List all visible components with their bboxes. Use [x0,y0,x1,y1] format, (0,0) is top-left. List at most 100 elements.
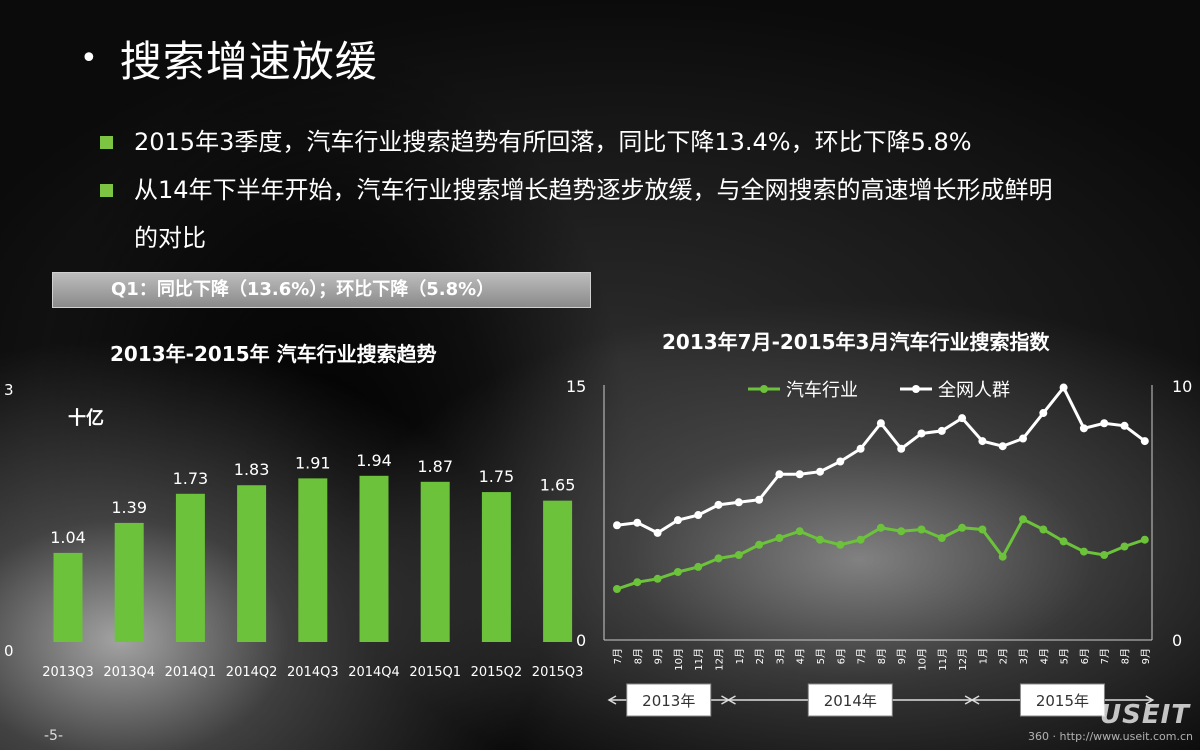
bullet-text: 的对比 [134,224,206,252]
series-point [633,518,642,527]
series-point [1079,547,1088,556]
year-box [1019,683,1105,717]
left-axis-tick-label: 15 [566,377,586,396]
series-point [937,426,946,435]
series-point [1019,434,1027,443]
bar [298,478,328,642]
bar-chart: 3 0 十亿 1.04 2013Q3 1.39 2013Q4 1.73 2014Q1 1.83 20… [4,381,584,680]
series-point [856,535,865,544]
title-row: • 搜索增速放缓 [80,28,378,89]
bar-value-label: 1.04 [50,528,86,547]
series-point [734,498,743,507]
x-tick-label: 3月 [1018,648,1030,664]
y-tick-label: 0 [4,642,14,660]
series-point [998,552,1007,561]
bar-value-label: 1.87 [417,457,453,476]
year-box [626,683,712,717]
bar-value-label: 1.65 [540,476,576,495]
series-point [633,578,642,587]
bar-value-label: 1.91 [295,453,331,472]
series-point [613,585,621,593]
x-tick-label: 2014Q1 [165,665,217,680]
left-axis-tick-label: 0 [576,631,586,650]
series-point [876,419,885,428]
series-point [958,523,967,532]
x-tick-label: 1月 [977,648,989,664]
right-axis-tick-label: 10 [1172,377,1192,396]
series-point [978,437,987,446]
q1-summary-box: Q1：同比下降（13.6%）；环比下降（5.8%） [52,272,591,308]
arrow-right-icon [1145,695,1155,705]
series-point [694,562,703,571]
bar [53,552,83,642]
series-point [1039,409,1048,418]
x-tick-label: 2014Q3 [287,665,339,680]
right-axis-tick-label: 0 [1172,631,1182,650]
series-point [1059,537,1068,546]
bar-value-label: 1.39 [111,498,147,517]
series-point [755,540,764,549]
series-point [1140,437,1149,446]
legend-marker [912,385,920,393]
x-tick-label: 9月 [653,648,665,664]
year-label: 2014年 [824,692,877,710]
bar-value-label: 1.94 [356,451,392,470]
bullet-list: 2015年3季度，汽车行业搜索趋势有所回落，同比下降13.4%，环比下降5.8%… [100,118,1170,262]
x-tick-label: 3月 [774,648,786,664]
square-bullet-icon [100,184,113,197]
series-point [998,442,1007,451]
x-tick-label: 6月 [1079,648,1091,664]
year-box [807,683,893,717]
series-point [673,568,682,576]
x-tick-label: 2014Q4 [348,665,400,680]
x-tick-label: 2015Q3 [532,665,584,680]
x-tick-label: 5月 [1059,648,1071,664]
series-point [775,534,784,542]
series-point [694,511,703,520]
series-point [1140,535,1149,544]
y-tick-label: 3 [4,381,14,399]
year-label: 2013年 [642,692,695,710]
bar [420,481,450,642]
x-tick-label: 11月 [937,648,949,671]
series-point [816,535,824,544]
x-tick-label: 2015Q1 [409,665,461,680]
series-point [653,574,662,583]
x-tick-label: 2月 [998,648,1010,664]
x-tick-label: 1月 [734,648,746,664]
series-point [958,414,967,423]
x-tick-label: 9月 [896,648,908,664]
x-tick-label: 12月 [957,648,969,671]
series-point [856,444,865,453]
series-point [876,523,885,532]
bullet-item: 从14年下半年开始，汽车行业搜索增长趋势逐步放缓，与全网搜索的高速增长形成鲜明 [100,166,1170,214]
unit-label: 十亿 [68,407,104,429]
x-tick-label: 12月 [714,648,726,671]
series-point [653,528,662,537]
bar [237,485,267,642]
bullet-text: 2015年3季度，汽车行业搜索趋势有所回落，同比下降13.4%，环比下降5.8% [134,128,972,156]
brand-logo: USEIT [1100,700,1191,730]
series-point [734,551,743,559]
x-tick-label: 9月 [1140,648,1152,664]
series-point [1019,515,1027,524]
bullet-text: 从14年下半年开始，汽车行业搜索增长趋势逐步放缓，与全网搜索的高速增长形成鲜明 [134,176,1053,204]
series-point [1100,551,1109,559]
bar-value-label: 1.73 [173,469,209,488]
title-bullet-icon: • [80,41,98,76]
x-tick-label: 4月 [1038,648,1050,664]
page-title: 搜索增速放缓 [119,37,378,86]
series-point [917,525,926,534]
bar-chart-title: 2013年-2015年 汽车行业搜索趋势 [110,342,437,366]
series-line [616,384,1146,535]
page-number: -5- [44,728,64,744]
series-point [937,534,946,542]
series-point [1100,419,1109,428]
x-tick-label: 8月 [632,648,644,664]
series-point [1059,383,1068,392]
bar [114,522,144,642]
series-point [714,500,723,509]
series-point [1120,421,1129,430]
x-tick-label: 11月 [693,648,705,671]
bar [481,492,511,642]
